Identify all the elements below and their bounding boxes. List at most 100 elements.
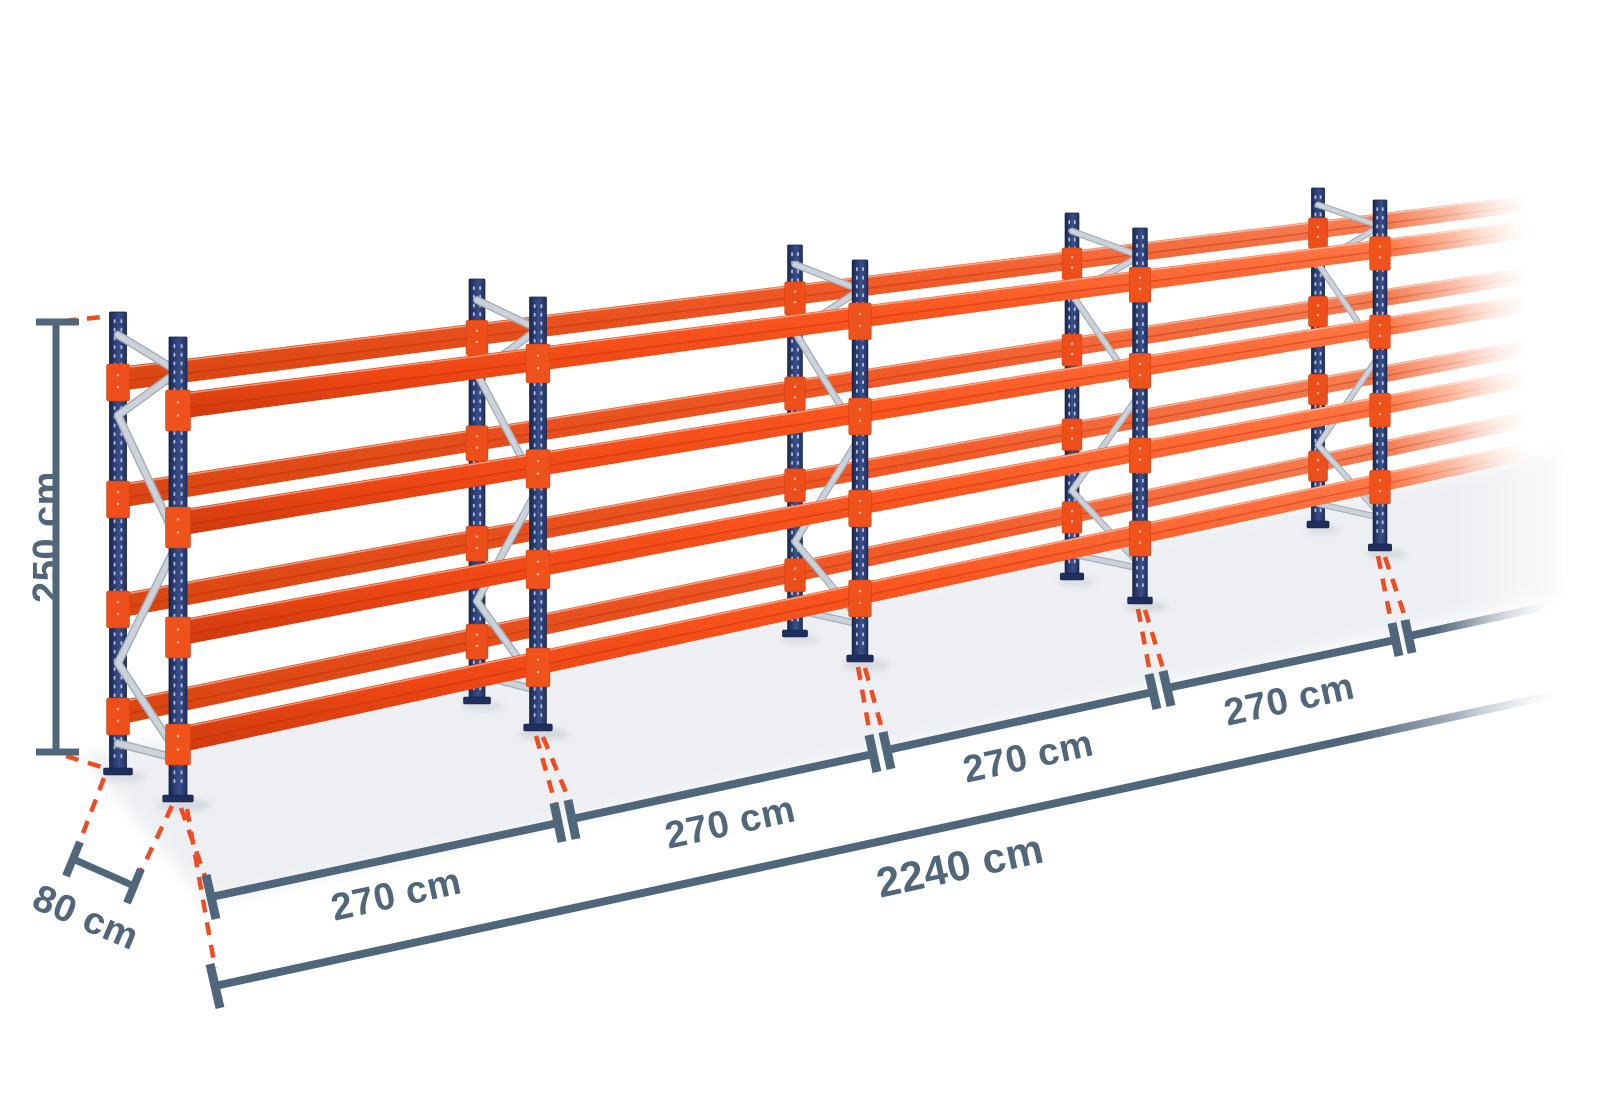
connector-hole xyxy=(1378,412,1382,416)
foot-shadow xyxy=(1124,601,1168,613)
bay4-dim-line xyxy=(1166,636,1396,692)
beam-connector xyxy=(165,616,191,659)
connector-hole xyxy=(475,535,479,538)
connector-hole xyxy=(1138,373,1142,377)
front-beam-connectors xyxy=(165,236,1391,766)
connector-hole xyxy=(1316,304,1320,307)
bay-dim-tick xyxy=(563,799,581,840)
connector-hole xyxy=(1070,426,1074,430)
beam-highlight xyxy=(177,214,1581,396)
frame-bracing-highlight xyxy=(1069,228,1143,571)
leader-line xyxy=(65,753,109,772)
connector-hole xyxy=(116,385,120,389)
beam-connector xyxy=(1061,418,1083,451)
total-dim-line xyxy=(214,690,1559,990)
connector-hole xyxy=(176,414,180,417)
beam-connector xyxy=(165,723,191,766)
connector-hole xyxy=(116,707,120,711)
connector-hole xyxy=(475,340,479,344)
connector-hole xyxy=(1378,245,1382,248)
connector-hole xyxy=(176,641,180,644)
connector-hole xyxy=(536,472,540,475)
connector-hole xyxy=(793,290,797,293)
connector-hole xyxy=(116,719,120,723)
beam-connector xyxy=(784,558,806,593)
bay1-dim-line xyxy=(210,819,559,901)
connector-hole xyxy=(858,601,862,605)
connector-hole xyxy=(475,446,479,449)
connector-hole xyxy=(1138,362,1142,366)
beam-connector xyxy=(106,480,130,519)
bay-dim-tick xyxy=(1400,619,1417,654)
connector-hole xyxy=(1070,437,1074,440)
post-foot-plate xyxy=(782,629,808,638)
dimension-height xyxy=(36,318,79,756)
beam-groove xyxy=(117,339,1581,610)
beam-connector xyxy=(525,647,551,688)
connector-hole xyxy=(536,366,540,370)
beam-connector xyxy=(1308,217,1328,249)
foot-shadows xyxy=(100,525,1407,812)
connector-hole xyxy=(1070,256,1074,259)
connector-hole xyxy=(536,459,540,463)
connector-hole xyxy=(793,385,797,389)
beam-connector xyxy=(784,281,806,316)
beam-highlight xyxy=(117,330,1581,597)
connector-hole xyxy=(475,434,479,438)
connector-hole xyxy=(1070,266,1074,269)
connector-hole xyxy=(536,560,540,563)
beam-connector xyxy=(1369,236,1391,271)
connector-hole xyxy=(793,567,797,570)
connector-hole xyxy=(1378,489,1382,493)
beam-highlight xyxy=(177,431,1581,730)
connector-hole xyxy=(1070,352,1074,356)
connector-hole xyxy=(858,312,862,316)
post-foot-plate xyxy=(1368,543,1392,552)
frame-bracing-highlight xyxy=(1315,202,1383,520)
beam-groove xyxy=(177,441,1581,744)
depth-dim-cap-left xyxy=(62,840,84,878)
beam-groove xyxy=(177,369,1581,637)
connector-hole xyxy=(1138,287,1142,291)
rear-beam-connectors xyxy=(106,217,1328,736)
connector-hole xyxy=(116,600,120,604)
bay2-dim-line xyxy=(571,750,874,823)
connector-hole xyxy=(858,419,862,423)
connector-hole xyxy=(793,488,797,491)
beam-connector xyxy=(465,623,489,660)
beam-connector xyxy=(1061,247,1083,280)
height-label: 250 cm xyxy=(26,471,68,603)
connector-hole xyxy=(536,670,540,674)
leader-line xyxy=(1135,608,1154,679)
beam-connector xyxy=(165,389,191,432)
connector-hole xyxy=(536,572,540,576)
beam-groove xyxy=(117,198,1581,383)
beam-connector xyxy=(525,343,551,384)
connector-hole xyxy=(116,612,120,616)
fadeout-overlay xyxy=(1455,0,1600,1100)
connector-hole xyxy=(1138,458,1142,462)
leader-line xyxy=(855,666,874,741)
beam-connector xyxy=(1128,353,1152,389)
leader-line xyxy=(184,808,218,969)
connector-hole xyxy=(1316,313,1320,317)
dimension-total-length xyxy=(205,690,1559,1009)
pallet-rack xyxy=(100,187,1581,812)
connector-hole xyxy=(793,577,797,581)
connector-hole xyxy=(793,300,797,304)
depth-label: 80 cm xyxy=(27,877,145,959)
leader-line xyxy=(1142,609,1168,676)
bay3-dim-line xyxy=(886,688,1154,754)
connector-hole xyxy=(1378,256,1382,259)
connector-hole xyxy=(116,502,120,506)
post-foot-plate xyxy=(103,767,133,776)
connector-hole xyxy=(1138,530,1142,533)
bay-dim-tick xyxy=(1158,669,1176,708)
post-foot-plate xyxy=(1306,520,1330,529)
beam-groove xyxy=(117,268,1581,500)
connector-hole xyxy=(1378,402,1382,405)
connector-hole xyxy=(176,628,180,631)
connector-hole xyxy=(1316,458,1320,462)
connector-hole xyxy=(1070,509,1074,513)
